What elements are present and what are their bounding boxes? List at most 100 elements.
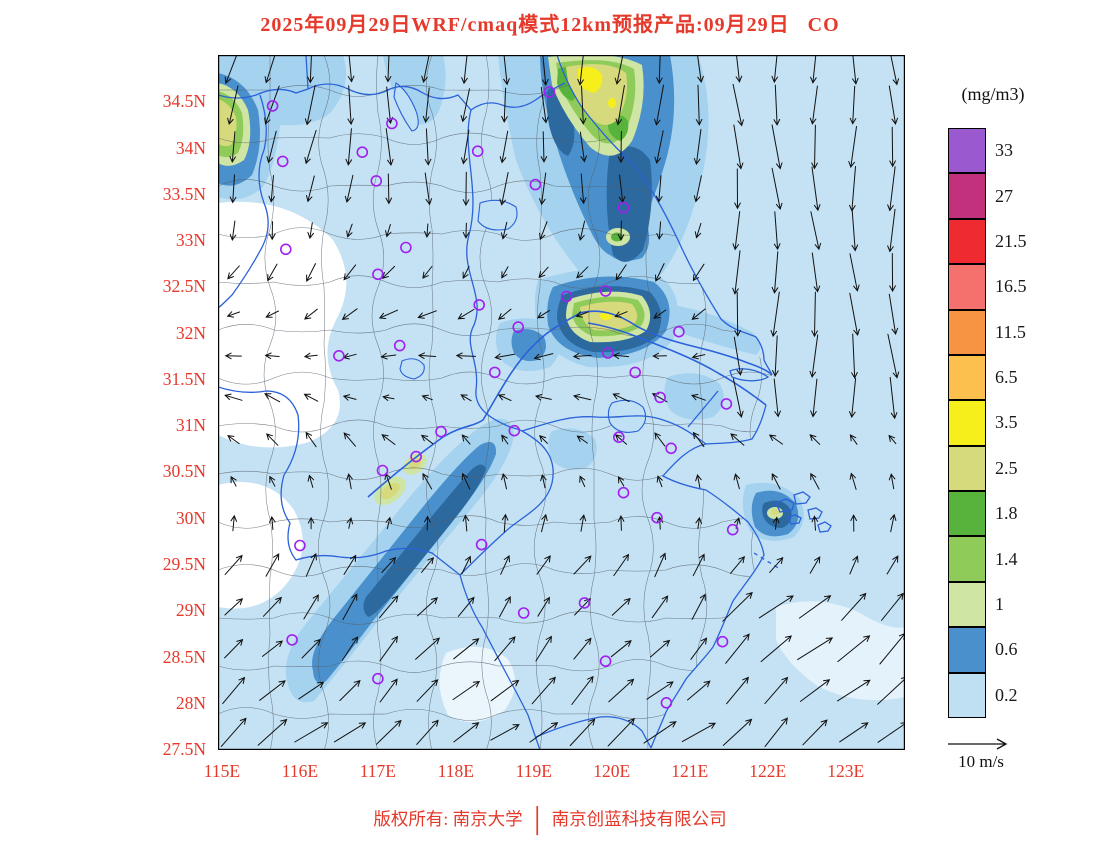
wind-arrow (224, 638, 244, 659)
wind-arrow (811, 124, 818, 170)
wind-arrow (809, 85, 818, 125)
wind-arrow (888, 293, 899, 336)
wind-arrow (497, 308, 512, 320)
colorbar-row: 0.6 (948, 627, 1027, 673)
wind-arrow (887, 166, 896, 212)
wind-arrow (540, 474, 547, 489)
wind-arrow (307, 222, 314, 240)
station-marker (276, 155, 289, 168)
wind-arrow (457, 309, 475, 320)
station-marker (400, 241, 412, 254)
colorbar-unit-label: (mg/m3) (961, 84, 1025, 104)
colorbar-row: 1.8 (948, 491, 1027, 537)
wind-arrow (839, 722, 869, 743)
wind-arrow (421, 394, 433, 401)
wind-arrow (534, 394, 552, 401)
wind-arrow (220, 717, 247, 747)
lon-tick-label: 120E (593, 761, 631, 781)
wind-arrow (577, 55, 584, 86)
wind-arrow (421, 55, 430, 83)
wind-arrow (378, 309, 398, 319)
wind-arrow (494, 353, 515, 360)
wind-arrow (305, 552, 317, 577)
wind-arrow (608, 678, 635, 703)
lat-tick-label: 33.5N (162, 183, 206, 204)
colorbar-swatch (948, 445, 986, 491)
wind-arrow (576, 435, 588, 444)
wind-arrow (385, 128, 394, 167)
wind-arrow (573, 555, 592, 575)
wind-arrow (810, 211, 822, 251)
colorbar-row: 6.5 (948, 354, 1027, 401)
wind-arrow (269, 221, 276, 241)
station-marker (370, 175, 383, 187)
wind-arrow (457, 596, 475, 617)
wind-arrow (304, 308, 318, 320)
wind-arrow (379, 595, 399, 619)
station-marker (471, 145, 484, 157)
wind-arrow (734, 168, 741, 210)
colorbar-swatch (948, 627, 986, 673)
wind-arrow (810, 472, 820, 490)
wind-arrow (500, 221, 508, 240)
wind-arrow (614, 434, 628, 445)
station-markers (266, 86, 739, 709)
wind-arrow (224, 554, 243, 576)
wind-arrow (809, 434, 821, 445)
wind-arrow (540, 86, 549, 124)
wind-arrow (722, 718, 753, 746)
lat-tick-label: 34.5N (162, 91, 206, 112)
wind-arrow (654, 84, 664, 126)
wind-arrow (654, 432, 666, 447)
wind-arrow (501, 266, 509, 279)
wind-arrow (265, 553, 280, 577)
wind-arrow (301, 638, 321, 659)
station-marker (716, 635, 729, 648)
wind-arrow (887, 333, 900, 379)
station-marker (612, 431, 625, 444)
wind-arrow (385, 224, 392, 238)
wind-arrow (726, 676, 749, 705)
wind-arrow (345, 128, 353, 166)
wind-arrow (811, 515, 819, 531)
colorbar-swatch (948, 491, 986, 537)
wind-arrow (422, 87, 430, 124)
copyright-footer: 版权所有: 南京大学 │ 南京创蓝科技有限公司 (0, 806, 1100, 834)
station-marker (356, 146, 369, 158)
wind-arrow (881, 592, 904, 621)
wind-arrow (651, 595, 669, 619)
wind-arrow (424, 128, 432, 166)
wind-arrow (887, 208, 896, 253)
wind-arrow (501, 87, 508, 123)
wind-arrow (687, 680, 711, 701)
wind-arrow (614, 311, 628, 318)
lat-tick-label: 29N (175, 600, 206, 621)
wind-arrow (385, 173, 393, 205)
wind-arrow (306, 263, 316, 282)
wind-arrow (222, 676, 246, 705)
wind-arrow (697, 55, 704, 84)
colorbar-value-label: 0.2 (995, 684, 1018, 705)
colorbar-value-label: 16.5 (995, 276, 1027, 297)
wind-arrow (730, 555, 745, 574)
wind-arrow (343, 554, 357, 575)
wind-arrow (341, 636, 359, 661)
wind-arrow (849, 555, 859, 575)
wind-arrow (695, 84, 703, 126)
wind-arrow (265, 310, 279, 318)
wind-arrow (851, 333, 858, 379)
wind-arrow (307, 55, 314, 84)
wind-arrow (500, 554, 510, 575)
lon-tick-label: 122E (749, 761, 787, 781)
wind-arrow (264, 55, 276, 84)
station-marker (386, 117, 398, 130)
wind-arrow (455, 352, 476, 360)
colorbar-swatch (948, 128, 986, 174)
wind-arrow (733, 473, 740, 490)
wind-arrow (849, 434, 858, 445)
colorbar-value-label: 33 (995, 140, 1013, 161)
wind-arrow (650, 639, 671, 658)
station-marker (629, 366, 642, 379)
wind-arrow (771, 251, 779, 294)
wind-reference-label: 10 m/s (958, 752, 1004, 771)
